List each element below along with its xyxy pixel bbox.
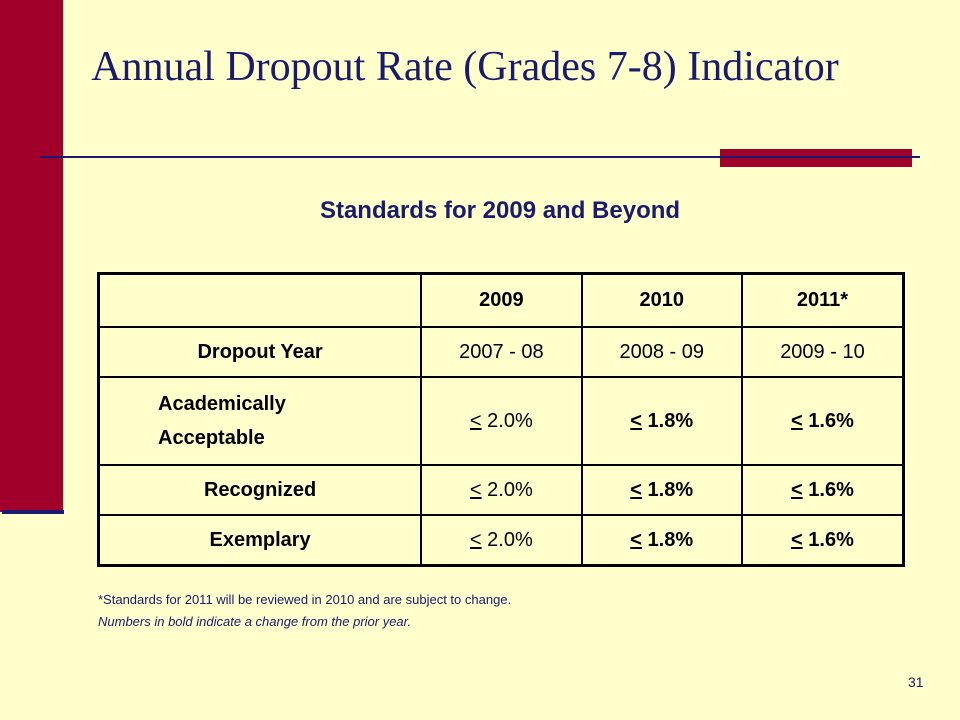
page-number: 31 [908, 674, 924, 690]
divider-accent-block [720, 149, 912, 167]
slide-subtitle: Standards for 2009 and Beyond [319, 197, 681, 224]
cell-value: 2.0% [481, 409, 533, 432]
cell-acceptable-2009: < 2.0% [420, 376, 583, 466]
header-cell-2011: 2011* [740, 272, 905, 328]
table-row-recognized: Recognized < 2.0% < 1.8% < 1.6% [97, 464, 905, 516]
header-cell-empty [97, 272, 423, 328]
cell-dropout-year-2009: 2007 - 08 [420, 326, 583, 378]
cell-value: 1.8% [641, 528, 694, 551]
divider-accent-line [720, 156, 912, 158]
cell-acceptable-2010: < 1.8% [580, 376, 743, 466]
lte-symbol: < [630, 478, 642, 501]
footnote-review: *Standards for 2011 will be reviewed in … [98, 592, 512, 607]
lte-symbol: < [469, 409, 482, 432]
table-row-academically-acceptable: Academically Acceptable < 2.0% < 1.8% < 1… [97, 376, 905, 466]
cell-recognized-2009: < 2.0% [420, 464, 583, 516]
cell-exemplary-2010: < 1.8% [580, 514, 743, 567]
left-accent-bar [0, 0, 63, 512]
cell-dropout-year-2010: 2008 - 09 [580, 326, 743, 378]
cell-value: 1.6% [802, 478, 854, 501]
lte-symbol: < [791, 528, 803, 551]
row-label-line-1: Academically [158, 393, 286, 415]
row-label-dropout-year: Dropout Year [97, 326, 423, 378]
row-label-exemplary: Exemplary [97, 514, 423, 567]
cell-exemplary-2009: < 2.0% [420, 514, 583, 567]
title-divider [40, 156, 920, 158]
slide-title: Annual Dropout Rate (Grades 7-8) Indicat… [91, 44, 839, 90]
lte-symbol: < [469, 478, 482, 501]
cell-value: 1.8% [641, 478, 694, 501]
cell-exemplary-2011: < 1.6% [740, 514, 905, 567]
cell-value: 1.6% [802, 409, 854, 432]
table-header-row: 2009 2010 2011* [97, 272, 905, 328]
cell-value: 1.6% [802, 528, 854, 551]
lte-symbol: < [791, 409, 803, 432]
header-cell-2010: 2010 [580, 272, 743, 328]
row-label-academically-acceptable: Academically Acceptable [97, 376, 423, 466]
cell-acceptable-2011: < 1.6% [740, 376, 905, 466]
lte-symbol: < [630, 409, 642, 432]
cell-recognized-2011: < 1.6% [740, 464, 905, 516]
lte-symbol: < [791, 478, 803, 501]
cell-value: 2.0% [481, 478, 533, 501]
lte-symbol: < [630, 528, 642, 551]
lte-symbol: < [469, 528, 482, 551]
table-row-exemplary: Exemplary < 2.0% < 1.8% < 1.6% [97, 514, 905, 567]
footnote-bold-change: Numbers in bold indicate a change from t… [98, 614, 412, 629]
row-label-line-2: Acceptable [158, 427, 265, 449]
cell-value: 2.0% [481, 528, 533, 551]
header-cell-2009: 2009 [420, 272, 583, 328]
cell-value: 1.8% [641, 409, 694, 432]
standards-table: 2009 2010 2011* Dropout Year 2007 - 08 2… [97, 272, 905, 567]
left-accent-underline [2, 510, 64, 514]
table-row-dropout-year: Dropout Year 2007 - 08 2008 - 09 2009 - … [97, 326, 905, 378]
row-label-recognized: Recognized [97, 464, 423, 516]
cell-dropout-year-2011: 2009 - 10 [740, 326, 905, 378]
cell-recognized-2010: < 1.8% [580, 464, 743, 516]
